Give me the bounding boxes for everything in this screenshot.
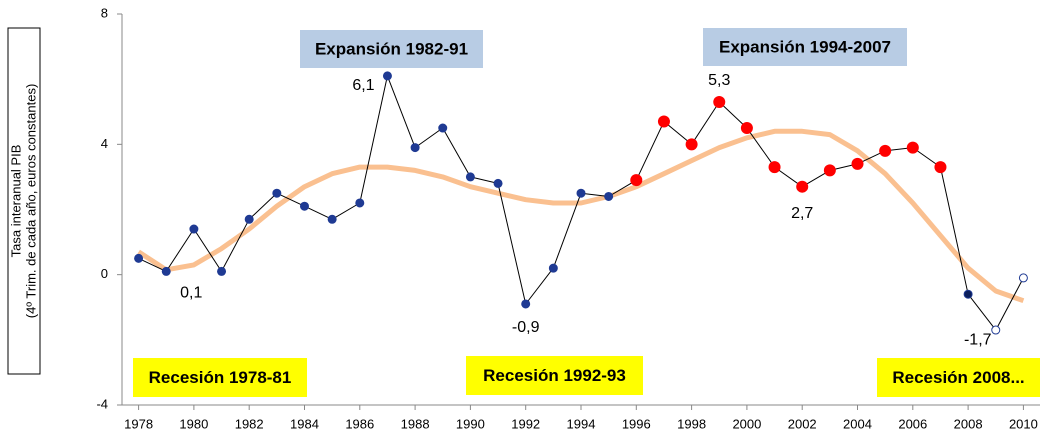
- annotation-box: [466, 356, 643, 395]
- trend-line: [137, 128, 1025, 304]
- data-point: [630, 174, 643, 187]
- annotation: Recesión 2008...: [892, 368, 1024, 387]
- x-tick-label: 1992: [511, 416, 540, 431]
- data-label: 5,3: [708, 72, 730, 89]
- y-label-box: [7, 27, 41, 375]
- data-point: [657, 115, 670, 128]
- x-tick-label: 1990: [456, 416, 485, 431]
- x-tick-label: 2010: [1009, 416, 1038, 431]
- data-point: [465, 172, 475, 182]
- data-point: [327, 214, 337, 224]
- data-point: [906, 141, 919, 154]
- data-label: 0,1: [180, 285, 202, 302]
- x-tick-label: 1982: [235, 416, 264, 431]
- x-tick-label: 2002: [788, 416, 817, 431]
- data-point: [272, 188, 282, 198]
- data-point: [410, 143, 420, 153]
- data-point: [438, 123, 448, 133]
- data-label: 6,1: [352, 77, 374, 94]
- data-point: [493, 178, 503, 188]
- data-point: [740, 122, 753, 135]
- data-point: [685, 138, 698, 151]
- data-point: [963, 289, 973, 299]
- x-tick-label: 1994: [567, 416, 596, 431]
- data-point: [548, 263, 558, 273]
- x-tick-label: 2008: [954, 416, 983, 431]
- x-tick-label: 1984: [290, 416, 319, 431]
- y-tick-label: 0: [101, 266, 108, 281]
- annotation: Recesión 1992-93: [483, 366, 626, 385]
- x-tick-label: 2000: [732, 416, 761, 431]
- x-tick-label: 1980: [179, 416, 208, 431]
- x-tick-label: 1998: [677, 416, 706, 431]
- data-label: 2,7: [791, 205, 813, 222]
- data-point: [576, 188, 586, 198]
- data-point: [851, 157, 864, 170]
- data-point: [521, 299, 531, 309]
- data-point: [991, 325, 1001, 335]
- annotation-box: [133, 358, 307, 397]
- data-label: -1,7: [964, 331, 992, 348]
- data-point: [604, 191, 614, 201]
- y-tick-label: 4: [101, 136, 108, 151]
- annotation: Recesión 1978-81: [149, 368, 292, 387]
- data-point: [161, 266, 171, 276]
- data-point: [768, 161, 781, 174]
- y-axis-label: Tasa interanual PIB: [8, 145, 23, 258]
- x-tick-label: 1996: [622, 416, 651, 431]
- y-axis-label: (4º Trim. de cada año, euros constantes): [23, 84, 38, 319]
- annotation: Expansión 1994-2007: [719, 37, 891, 56]
- x-tick-label: 1988: [401, 416, 430, 431]
- y-tick-label: 8: [101, 5, 108, 20]
- data-point: [244, 214, 254, 224]
- x-tick-label: 2004: [843, 416, 872, 431]
- annotation-box: [300, 30, 483, 68]
- data-point: [355, 198, 365, 208]
- data-point: [879, 144, 892, 157]
- data-point: [299, 201, 309, 211]
- data-point: [382, 71, 392, 81]
- data-point: [1018, 273, 1028, 283]
- data-point: [189, 224, 199, 234]
- data-point: [217, 266, 227, 276]
- data-point: [713, 95, 726, 108]
- data-label: -0,9: [512, 319, 540, 336]
- x-tick-label: 1978: [124, 416, 153, 431]
- data-point: [934, 161, 947, 174]
- x-tick-label: 2006: [898, 416, 927, 431]
- data-point: [823, 164, 836, 177]
- annotation: Expansión 1982-91: [315, 39, 468, 58]
- annotation-box: [877, 358, 1040, 397]
- annotation-box: [703, 28, 907, 66]
- data-point: [796, 180, 809, 193]
- data-point: [134, 253, 144, 263]
- y-tick-label: -4: [96, 396, 108, 411]
- x-tick-label: 1986: [345, 416, 374, 431]
